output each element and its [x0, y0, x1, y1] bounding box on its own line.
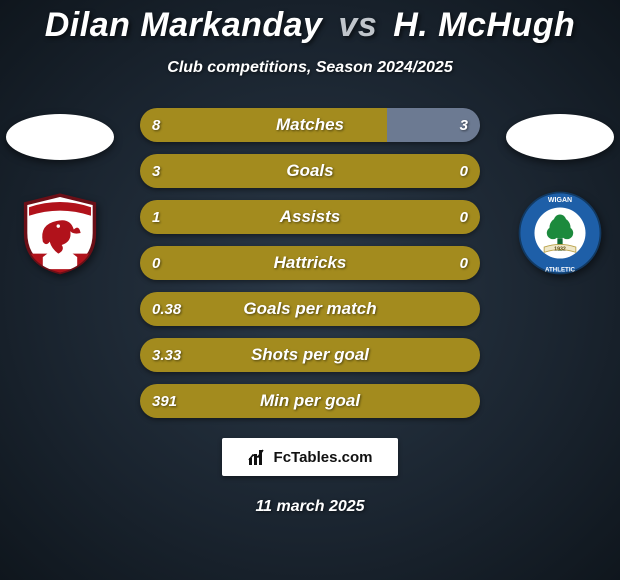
branding-box: FcTables.com: [222, 438, 398, 476]
stat-bar-left-seg: [140, 246, 480, 280]
right-side-column: WIGAN ATHLETIC 1932: [500, 114, 620, 278]
chart-icon: [248, 448, 268, 466]
branding-row: FcTables.com: [0, 438, 620, 476]
stat-bar-left-seg: [140, 154, 480, 188]
branding-text: FcTables.com: [274, 449, 373, 466]
stat-bar-left-seg: [140, 292, 480, 326]
player1-club-crest: [15, 188, 105, 278]
player1-photo-placeholder: [6, 114, 114, 160]
player2-name: H. McHugh: [393, 6, 575, 44]
stat-row: 391Min per goal: [140, 384, 480, 418]
stat-bar-right-seg: [387, 108, 480, 142]
player1-name: Dilan Markanday: [45, 6, 323, 44]
player2-club-crest: WIGAN ATHLETIC 1932: [515, 188, 605, 278]
stat-bar-left-seg: [140, 338, 480, 372]
svg-text:WIGAN: WIGAN: [548, 197, 572, 204]
svg-text:1932: 1932: [554, 247, 566, 253]
stat-bar-left-seg: [140, 108, 387, 142]
stat-row: 83Matches: [140, 108, 480, 142]
left-side-column: [0, 114, 120, 278]
vs-separator: vs: [338, 6, 377, 44]
stat-row: 0.38Goals per match: [140, 292, 480, 326]
svg-text:ATHLETIC: ATHLETIC: [545, 267, 576, 274]
stat-row: 10Assists: [140, 200, 480, 234]
comparison-card: Dilan Markanday vs H. McHugh Club compet…: [0, 0, 620, 580]
card-subtitle: Club competitions, Season 2024/2025: [0, 59, 620, 77]
card-title: Dilan Markanday vs H. McHugh: [0, 0, 620, 45]
stat-row: 3.33Shots per goal: [140, 338, 480, 372]
card-date: 11 march 2025: [0, 498, 620, 516]
stat-row: 00Hattricks: [140, 246, 480, 280]
stat-row: 30Goals: [140, 154, 480, 188]
player2-photo-placeholder: [506, 114, 614, 160]
stat-bar-left-seg: [140, 200, 480, 234]
content-area: WIGAN ATHLETIC 1932 8: [0, 108, 620, 516]
stat-bar-left-seg: [140, 384, 480, 418]
